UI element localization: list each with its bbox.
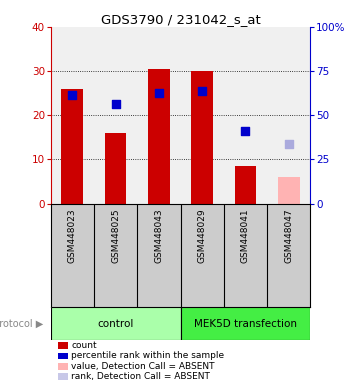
Text: rank, Detection Call = ABSENT: rank, Detection Call = ABSENT [71,372,210,381]
Point [286,141,292,147]
Bar [148,69,170,204]
Text: GSM448023: GSM448023 [68,209,77,263]
Text: value, Detection Call = ABSENT: value, Detection Call = ABSENT [71,362,215,371]
Point [113,101,118,107]
Text: GSM448043: GSM448043 [155,209,163,263]
Text: MEK5D transfection: MEK5D transfection [194,318,297,329]
Text: GSM448025: GSM448025 [111,209,120,263]
Bar [191,71,213,204]
Bar [105,133,126,204]
Bar [61,89,83,204]
Text: GSM448029: GSM448029 [198,209,206,263]
Bar [51,307,180,340]
Point [69,92,75,98]
Text: GSM448041: GSM448041 [241,209,250,263]
Bar [180,307,310,340]
Text: count: count [71,341,97,350]
Point [199,88,205,94]
Title: GDS3790 / 231042_s_at: GDS3790 / 231042_s_at [101,13,260,26]
Text: GSM448047: GSM448047 [284,209,293,263]
Text: control: control [97,318,134,329]
Text: percentile rank within the sample: percentile rank within the sample [71,351,225,361]
Point [243,127,248,134]
Text: protocol ▶: protocol ▶ [0,318,43,329]
Bar [235,166,256,204]
Point [156,90,162,96]
Bar [278,177,300,204]
